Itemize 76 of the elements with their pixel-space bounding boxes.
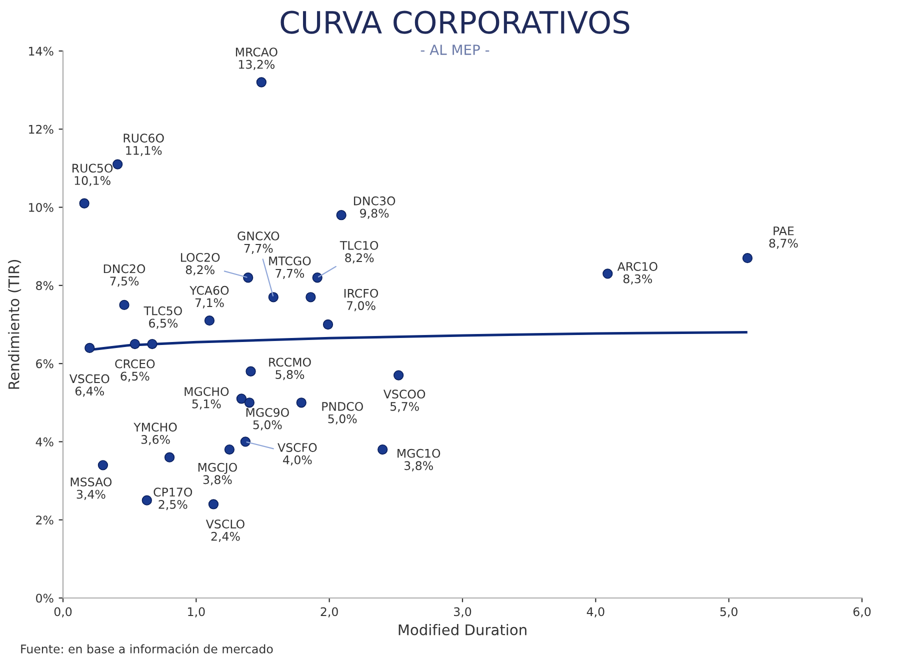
annotation: RUC5O 10,1% — [72, 164, 113, 186]
annotation: GNCXO 7,7% — [238, 231, 280, 254]
x-tick-label: 3,0 — [454, 607, 472, 618]
annotation: VSCLO 2,4% — [206, 520, 244, 542]
annotation: PNDCO 5,0% — [322, 402, 363, 424]
y-tick-label: 10% — [29, 203, 54, 212]
point — [204, 316, 215, 326]
y-tick-label: 4% — [36, 437, 54, 446]
point — [268, 292, 278, 302]
annotation: MGCHO 5,1% — [184, 387, 229, 410]
annotation: TLC5O 6,5% — [144, 306, 182, 329]
annotation: MGCJO 3,8% — [198, 462, 237, 486]
x-tick-label: 6,0 — [853, 607, 871, 618]
point — [394, 370, 404, 380]
annotation: MTCGO 7,7% — [269, 256, 311, 279]
point — [130, 338, 140, 350]
point — [119, 300, 130, 310]
annotation: MGC1O 3,8% — [398, 448, 440, 472]
annotation: MGC9O 5,0% — [246, 408, 289, 430]
annotation: ARC1O 8,3% — [617, 262, 658, 284]
x-axis-title: Modified Duration — [398, 624, 526, 636]
point — [312, 272, 322, 283]
point — [164, 452, 175, 462]
annotation: VSCFO 4,0% — [278, 443, 317, 466]
y-axis-title: Rendimiento (TIR) — [8, 260, 22, 389]
annotation: YMCHO 3,6% — [134, 422, 177, 446]
point — [240, 436, 251, 447]
point — [79, 198, 90, 208]
point — [147, 338, 158, 350]
point — [208, 499, 219, 510]
y-tick-label: 0% — [36, 594, 54, 603]
y-tick-label: 8% — [36, 281, 54, 290]
point — [244, 398, 255, 408]
point — [256, 77, 266, 88]
x-tick-label: 4,0 — [586, 607, 604, 618]
chart-subtitle: - AL MEP - — [420, 44, 490, 55]
point — [236, 394, 247, 404]
annotation: RUC6O 11,1% — [124, 134, 164, 156]
point — [142, 495, 152, 506]
point — [602, 268, 613, 279]
point — [84, 342, 95, 354]
y-tick-label: 14% — [29, 46, 54, 56]
annotation: DNC3O 9,8% — [354, 196, 396, 219]
annotation: LOC2O 8,2% — [181, 252, 220, 276]
x-tick-label: 0,0 — [54, 607, 72, 618]
annotation: VSCEO 6,4% — [69, 374, 110, 397]
point — [306, 292, 316, 302]
x-tick-label: 2,0 — [320, 607, 338, 618]
annotation: CRCEO 6,5% — [115, 359, 155, 382]
x-tick-label: 1,0 — [188, 607, 205, 618]
annotation: MSSAO 3,4% — [70, 477, 112, 500]
point — [224, 444, 235, 455]
point — [112, 159, 123, 170]
annotation: YCA6O 7,1% — [190, 286, 229, 308]
annotation: PAE 8,7% — [769, 226, 798, 249]
annotation: TLC1O 8,2% — [340, 240, 378, 264]
annotation: CP17O 2,5% — [154, 488, 192, 510]
annotation: RCCMO 5,8% — [269, 358, 311, 380]
annotation: DNC2O 7,5% — [104, 264, 146, 287]
y-tick-label: 12% — [29, 124, 54, 134]
y-tick-label: 2% — [36, 516, 54, 525]
annotation: IRCFO 7,0% — [344, 288, 378, 312]
source-note: Fuente: en base a información de mercado — [21, 644, 273, 654]
annotation: VSCOO 5,7% — [383, 390, 426, 412]
point — [378, 444, 388, 455]
point — [322, 319, 334, 330]
point — [336, 210, 346, 220]
point — [243, 272, 254, 283]
point — [98, 460, 108, 470]
point — [742, 253, 753, 264]
y-tick-label: 6% — [36, 359, 54, 368]
x-tick-label: 5,0 — [720, 607, 738, 618]
point — [296, 398, 306, 408]
annotation: MRCAO 13,2% — [236, 48, 278, 70]
point — [246, 366, 256, 376]
chart-title: CURVA CORPORATIVOS — [280, 10, 630, 34]
